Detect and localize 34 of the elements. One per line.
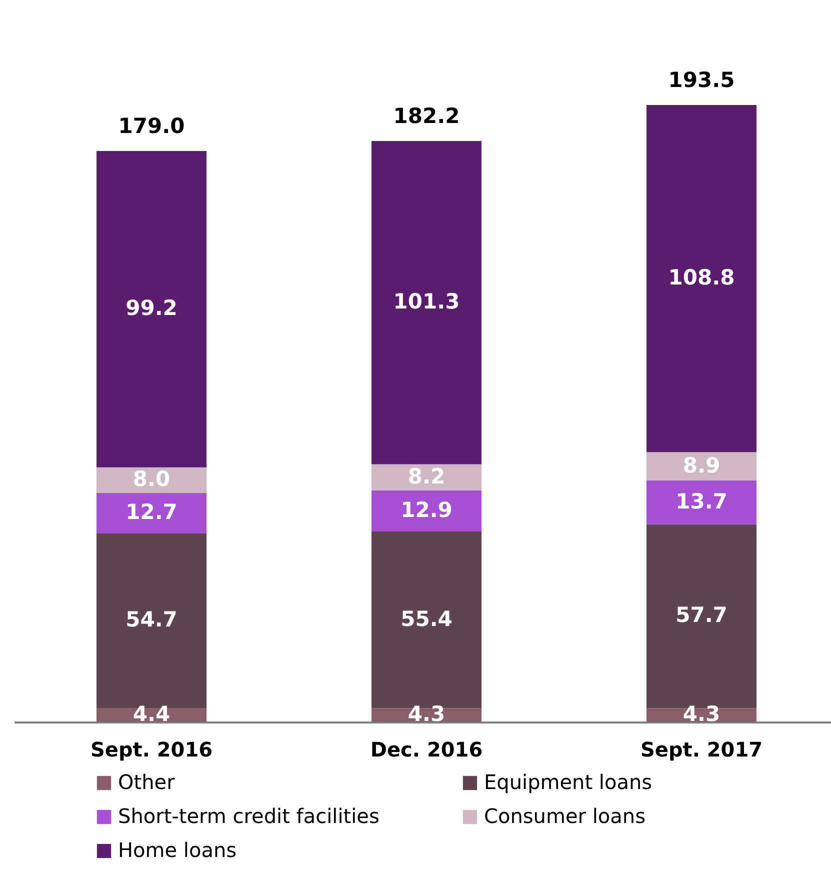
legend-label: Equipment loans bbox=[484, 770, 652, 794]
data-label: 4.3 bbox=[408, 702, 446, 726]
legend-label: Short-term credit facilities bbox=[118, 804, 380, 828]
bar bbox=[372, 464, 482, 490]
bar bbox=[372, 141, 482, 464]
data-label: 8.2 bbox=[408, 464, 446, 488]
data-label: 12.9 bbox=[400, 498, 452, 522]
legend-label: Other bbox=[118, 770, 176, 794]
total-label: 179.0 bbox=[118, 114, 185, 138]
bar bbox=[646, 105, 756, 452]
legend-label: Home loans bbox=[118, 838, 237, 862]
x-tick-label: Sept. 2016 bbox=[90, 738, 213, 762]
bar bbox=[646, 452, 756, 480]
data-label: 8.0 bbox=[132, 467, 170, 492]
data-label: 4.4 bbox=[132, 702, 170, 726]
legend-label: Consumer loans bbox=[484, 804, 646, 828]
total-label: 193.5 bbox=[668, 68, 735, 92]
data-label: 101.3 bbox=[393, 290, 460, 314]
bar bbox=[96, 492, 206, 534]
bar bbox=[646, 480, 756, 524]
data-label: 13.7 bbox=[676, 489, 728, 514]
data-label: 108.8 bbox=[668, 266, 735, 290]
bar bbox=[372, 490, 482, 532]
data-label: 8.9 bbox=[682, 453, 720, 478]
data-label: 55.4 bbox=[400, 606, 452, 631]
data-label: 99.2 bbox=[126, 296, 178, 320]
data-label: 4.3 bbox=[682, 702, 720, 726]
total-label: 182.2 bbox=[393, 104, 460, 128]
bar bbox=[96, 150, 206, 468]
x-tick-label: Sept. 2017 bbox=[640, 738, 763, 762]
x-tick-label: Dec. 2016 bbox=[370, 738, 483, 762]
data-label: 54.7 bbox=[126, 608, 178, 632]
data-label: 12.7 bbox=[126, 500, 178, 524]
data-label: 57.7 bbox=[676, 603, 728, 628]
